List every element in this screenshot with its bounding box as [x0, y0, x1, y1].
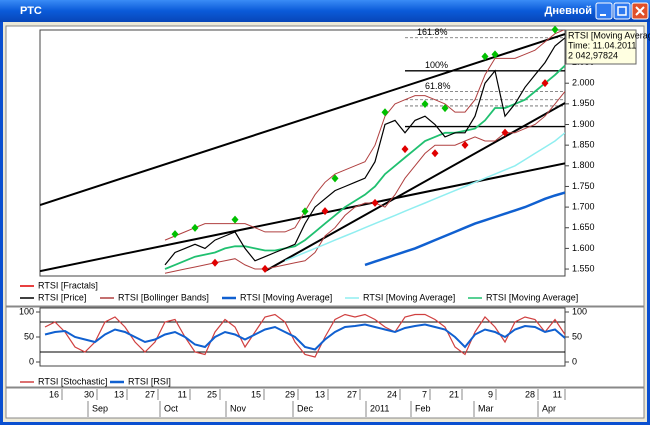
y-tick-label: 1.700 [572, 201, 595, 211]
month-label: Sep [92, 403, 108, 413]
y-tick-label: 1.650 [572, 222, 595, 232]
fib-label: 100% [425, 60, 448, 70]
tooltip-box [565, 29, 637, 65]
close-button[interactable] [631, 2, 649, 20]
bollinger-lower [164, 91, 565, 274]
trend-line [40, 33, 565, 206]
fractal-up [551, 25, 559, 34]
x-tick-label: 29 [285, 389, 295, 399]
y-tick-label: 0 [29, 356, 34, 366]
fractal-down [211, 258, 219, 267]
tooltip-line: Time: 11.04.2011 [568, 40, 636, 50]
x-tick-label: 21 [449, 389, 459, 399]
tooltip-line: RTSI [Moving Average [568, 30, 650, 40]
month-label: Dec [297, 403, 314, 413]
fractal-down [401, 145, 409, 154]
fractal-down [261, 264, 269, 273]
fractal-up [441, 104, 449, 113]
y-tick-label: 1.800 [572, 160, 595, 170]
oscillator-panel [5, 306, 645, 388]
moving-average-line [284, 132, 565, 262]
fractal-up [171, 230, 179, 239]
x-tick-label: 16 [49, 389, 59, 399]
x-tick-label: 27 [347, 389, 357, 399]
legend-label: RTSI [Moving Average] [486, 292, 578, 302]
legend-label: RTSI [Moving Average] [240, 292, 332, 302]
price-line [164, 37, 565, 266]
x-tick-label: 7 [422, 389, 427, 399]
x-tick-label: 15 [251, 389, 261, 399]
title-bar [0, 0, 650, 22]
x-tick-label: 25 [207, 389, 217, 399]
period-label: Дневной [545, 5, 593, 17]
y-tick-label: 1.950 [572, 98, 595, 108]
x-tick-label: 28 [525, 389, 535, 399]
fractal-down [371, 198, 379, 207]
y-tick-label: 2.000 [572, 78, 595, 88]
fib-label: 161.8% [417, 27, 448, 37]
month-label: 2011 [370, 403, 389, 413]
x-tick-label: 27 [145, 389, 155, 399]
x-tick-label: 24 [387, 389, 397, 399]
legend-label: RTSI [RSI] [128, 376, 171, 386]
rsi-line [44, 323, 565, 351]
legend-label: RTSI [Stochastic] [38, 376, 107, 386]
y-tick-label: 1.900 [572, 119, 595, 129]
legend-label: RTSI [Fractals] [38, 280, 98, 290]
x-tick-label: 9 [488, 389, 493, 399]
price-plot-frame [39, 29, 566, 277]
y-tick-label: 1.850 [572, 140, 595, 150]
minimize-button[interactable] [595, 2, 613, 20]
y-tick-label: 50 [24, 331, 34, 341]
fractal-down [461, 141, 469, 150]
fractal-up [481, 52, 489, 61]
fractal-down [431, 149, 439, 158]
fib-label: 61.8% [425, 81, 451, 91]
x-tick-label: 11 [553, 389, 562, 399]
tooltip-line: 2 042,97824 [568, 50, 618, 60]
y-tick-label: 1.550 [572, 263, 595, 273]
window-title: РТС [20, 5, 42, 17]
moving-average-line [164, 64, 565, 270]
month-label: Oct [164, 403, 179, 413]
fractal-up [331, 174, 339, 183]
bollinger-upper [164, 30, 565, 241]
moving-average-line [364, 191, 565, 267]
fractal-up [421, 99, 429, 108]
fractal-up [231, 215, 239, 224]
fractal-up [381, 108, 389, 117]
y-tick-label: 1.750 [572, 181, 595, 191]
fractal-up [491, 50, 499, 59]
x-tick-label: 11 [178, 389, 187, 399]
y-tick-label: 50 [572, 331, 582, 341]
y-tick-label: 100 [572, 306, 587, 316]
month-label: Apr [542, 403, 556, 413]
fractal-up [301, 207, 309, 216]
price-panel [5, 25, 645, 307]
y-tick-label: 0 [572, 356, 577, 366]
stochastic-line [44, 313, 565, 358]
maximize-button[interactable] [613, 2, 631, 20]
trend-line [264, 102, 565, 272]
legend-label: RTSI [Price] [38, 292, 86, 302]
month-label: Feb [415, 403, 431, 413]
fractal-down [501, 128, 509, 137]
month-label: Nov [230, 403, 247, 413]
y-tick-label: 100 [19, 306, 34, 316]
fractal-up [191, 223, 199, 232]
month-label: Mar [478, 403, 494, 413]
legend-label: RTSI [Bollinger Bands] [118, 292, 209, 302]
legend-label: RTSI [Moving Average] [363, 292, 455, 302]
y-tick-label: 1.600 [572, 243, 595, 253]
x-tick-label: 30 [84, 389, 94, 399]
fractal-down [321, 207, 329, 216]
x-tick-label: 13 [114, 389, 124, 399]
x-tick-label: 13 [315, 389, 325, 399]
fractal-down [541, 79, 549, 88]
